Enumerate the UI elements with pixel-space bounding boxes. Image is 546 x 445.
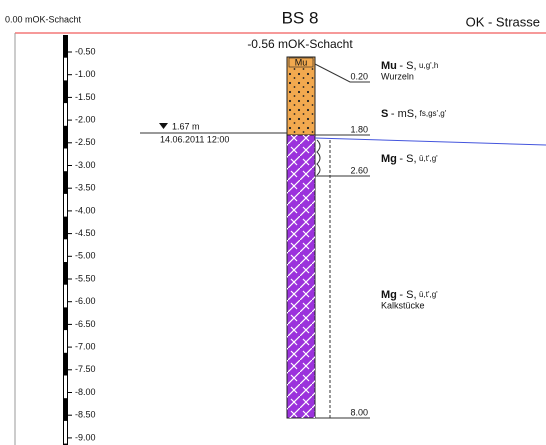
layer-main: - mS, bbox=[391, 108, 417, 120]
layer-text: Mg - S, ū,t',g' bbox=[381, 289, 438, 301]
scale-label: -8.50 bbox=[75, 410, 96, 420]
layer-detail: ū,t',g' bbox=[419, 154, 438, 163]
layer-note: Kalkstücke bbox=[381, 300, 425, 310]
scale-label: -3.00 bbox=[75, 160, 96, 170]
scale-label: -4.50 bbox=[75, 228, 96, 238]
layer-name: Mg bbox=[381, 153, 397, 165]
top-tag-box bbox=[288, 57, 314, 68]
layer-detail: ū,t',g' bbox=[419, 290, 438, 299]
layer-name: Mu bbox=[381, 60, 397, 72]
scale-label: -4.00 bbox=[75, 205, 96, 215]
scale-label: -1.50 bbox=[75, 92, 96, 102]
scale-white bbox=[64, 284, 67, 308]
scale-label: -1.00 bbox=[75, 69, 96, 79]
layer-detail: u,g',h bbox=[419, 61, 438, 70]
layer-text: Mg - S, ū,t',g' bbox=[381, 153, 438, 165]
depth: 0.20 bbox=[350, 71, 368, 81]
bracket bbox=[316, 139, 321, 176]
right-label: OK - Strasse bbox=[466, 14, 540, 29]
layer-pattern bbox=[287, 57, 315, 135]
layer-note: Wurzeln bbox=[381, 71, 414, 81]
scale-label: -5.00 bbox=[75, 251, 96, 261]
layer-text: S - mS, fs,gs',g' bbox=[381, 108, 447, 120]
layer-main: - S, bbox=[399, 289, 416, 301]
scale-white bbox=[64, 57, 67, 81]
water-depth: 1.67 m bbox=[172, 121, 200, 131]
layer-name: Mg bbox=[381, 289, 397, 301]
depth: 8.00 bbox=[350, 407, 368, 417]
scale-label: -9.00 bbox=[75, 432, 96, 442]
depth: 2.60 bbox=[350, 165, 368, 175]
layer-name: S bbox=[381, 108, 388, 120]
water-symbol bbox=[159, 123, 168, 129]
layer-main: - S, bbox=[399, 60, 416, 72]
water-date: 14.06.2011 12:00 bbox=[160, 134, 229, 144]
depth-scale: -0.50 -1.00 -1.50 -2.00 -2.50 -3.00 -3.50 -4.00… bbox=[63, 35, 96, 445]
reference: 0.00 mOK-Schacht bbox=[5, 14, 82, 24]
layer-text: Mu - S, u,g',h bbox=[381, 60, 438, 72]
depth: 1.80 bbox=[350, 124, 368, 134]
top-level: -0.56 mOK-Schacht bbox=[247, 37, 353, 51]
top-tag: Mu bbox=[295, 57, 308, 67]
scale-white bbox=[64, 330, 67, 353]
scale-white bbox=[64, 375, 67, 399]
scale-label: -7.00 bbox=[75, 341, 96, 351]
scale-label: -7.50 bbox=[75, 364, 96, 374]
scale-label: -2.50 bbox=[75, 137, 96, 147]
scale-white bbox=[64, 420, 67, 444]
scale-white bbox=[64, 148, 67, 172]
layer-detail: fs,gs',g' bbox=[420, 109, 447, 118]
scale-white bbox=[64, 103, 67, 126]
scale-label: -6.50 bbox=[75, 319, 96, 329]
title: BS 8 bbox=[282, 8, 319, 27]
scale-white bbox=[64, 193, 67, 217]
scale-label: -5.50 bbox=[75, 273, 96, 283]
scale-label: -0.50 bbox=[75, 46, 96, 56]
scale-label: -6.00 bbox=[75, 296, 96, 306]
scale-label: -2.00 bbox=[75, 114, 96, 124]
scale-white bbox=[64, 239, 67, 262]
blue-line bbox=[314, 137, 546, 146]
scale-label: -3.50 bbox=[75, 183, 96, 193]
scale-label: -8.00 bbox=[75, 387, 96, 397]
depth-leader bbox=[314, 63, 370, 83]
layer-pattern bbox=[287, 135, 315, 418]
layer-main: - S, bbox=[399, 153, 416, 165]
